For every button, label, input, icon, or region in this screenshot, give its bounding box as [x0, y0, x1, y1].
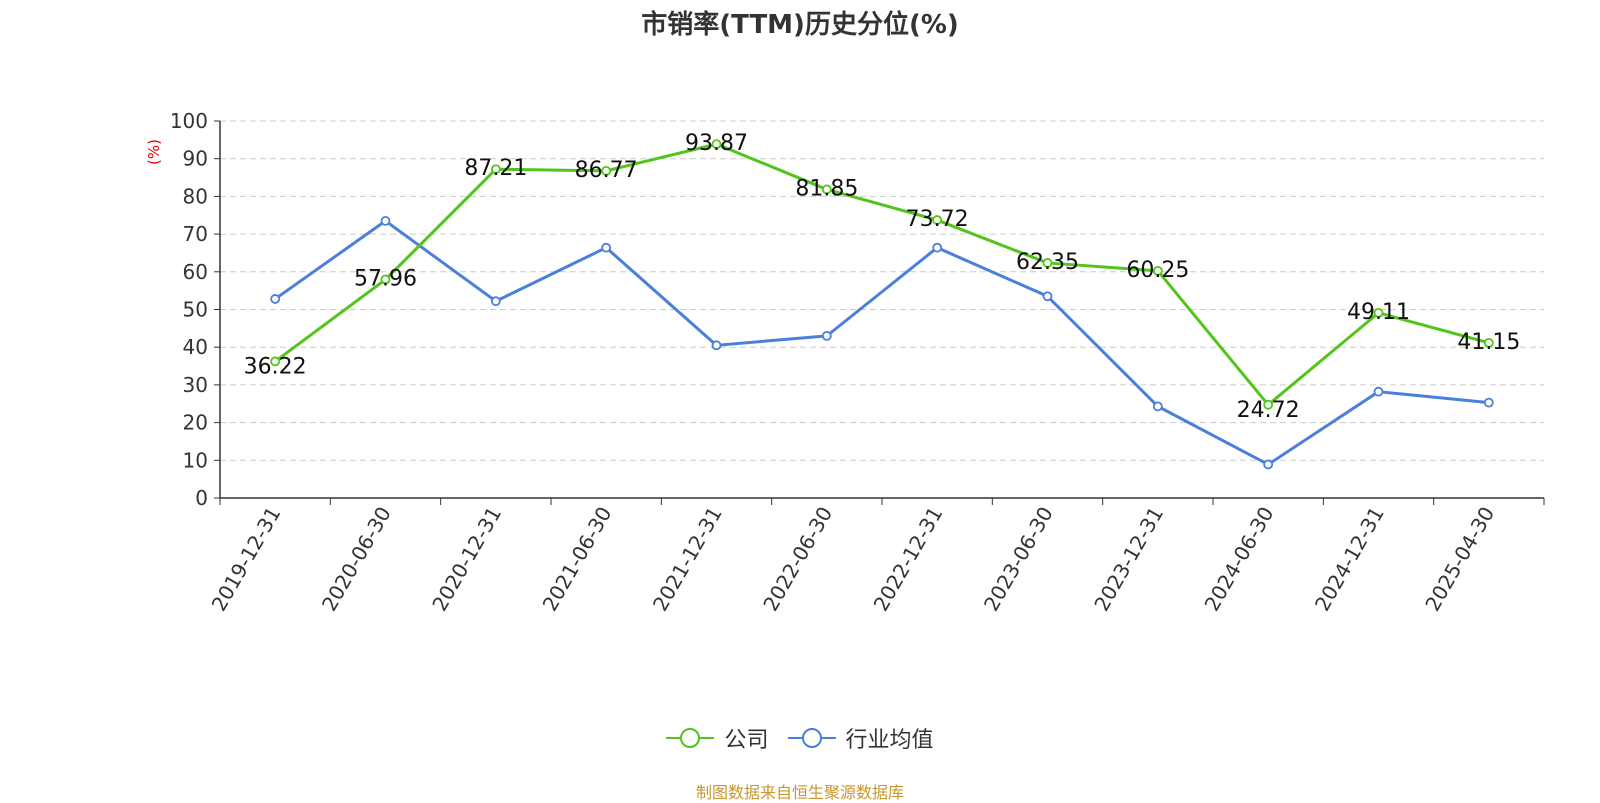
y-tick-label: 80: [183, 184, 208, 208]
series-1: [270, 216, 1494, 470]
data-label: 86.77: [575, 158, 638, 183]
data-label: 87.21: [464, 156, 527, 181]
data-point: [1042, 291, 1053, 302]
legend-item-industry-average[interactable]: 行业均值: [787, 722, 934, 754]
data-label: 57.96: [354, 266, 417, 291]
data-label: 24.72: [1237, 398, 1300, 423]
y-tick-label: 20: [183, 411, 208, 435]
data-label: 49.11: [1347, 300, 1410, 325]
data-point: [270, 294, 281, 304]
x-tick-label: 2023-06-30: [979, 503, 1058, 616]
y-tick-label: 30: [183, 373, 208, 397]
y-tick-label: 0: [195, 486, 208, 510]
y-tick-label: 100: [170, 109, 208, 133]
data-point: [1263, 459, 1274, 470]
data-label: 93.87: [685, 131, 748, 156]
data-point: [1483, 397, 1494, 408]
data-label: 62.35: [1016, 250, 1079, 275]
y-tick-label: 70: [183, 222, 208, 246]
y-tick-label: 10: [183, 448, 208, 472]
data-point: [1152, 265, 1163, 276]
data-point: [270, 356, 281, 367]
data-point: [711, 340, 722, 351]
y-tick-label: 60: [183, 260, 208, 284]
x-tick-label: 2024-12-31: [1310, 503, 1389, 616]
data-label: 81.85: [795, 176, 858, 201]
legend-item-company[interactable]: 公司: [666, 722, 769, 754]
x-tick-label: 2021-06-30: [538, 503, 617, 616]
data-point: [711, 139, 722, 150]
series-line: [274, 142, 1490, 407]
chart-title: 市销率(TTM)历史分位(%): [641, 10, 959, 40]
legend-label: 公司: [724, 728, 769, 753]
x-tick-label: 2025-04-30: [1420, 503, 1499, 616]
data-label: 36.22: [244, 354, 307, 379]
data-point: [821, 184, 832, 195]
data-point: [821, 330, 832, 341]
y-tick-label: 50: [183, 298, 208, 322]
x-tick-label: 2020-12-31: [427, 503, 506, 616]
x-tick-label: 2019-12-31: [207, 503, 286, 616]
y-tick-label: 40: [183, 335, 208, 359]
series-line: [274, 219, 1489, 466]
y-axis-label: (%): [145, 139, 163, 165]
data-label: 73.72: [906, 207, 969, 232]
x-tick-label: 2022-06-30: [758, 503, 837, 616]
data-point: [1263, 399, 1274, 410]
data-point: [1152, 401, 1163, 412]
data-point: [490, 164, 501, 175]
legend: 公司 行业均值: [0, 722, 1600, 756]
data-point: [932, 242, 943, 253]
data-point: [380, 216, 391, 226]
grid-lines: [220, 120, 1544, 461]
series-0: [270, 139, 1494, 410]
data-point: [490, 296, 501, 307]
x-tick-label: 2024-06-30: [1200, 503, 1279, 616]
x-tick-label: 2020-06-30: [317, 503, 396, 616]
x-tick-label: 2023-12-31: [1089, 503, 1168, 616]
y-tick-label: 90: [183, 147, 208, 171]
legend-line-circle-icon: [787, 728, 836, 748]
data-label: 60.25: [1126, 258, 1189, 283]
legend-line-circle-icon: [666, 728, 715, 748]
source-note: 制图数据来自恒生聚源数据库: [695, 783, 904, 802]
data-point: [932, 215, 943, 225]
x-tick-label: 2021-12-31: [648, 503, 727, 616]
data-point: [601, 242, 612, 253]
data-point: [1373, 307, 1384, 318]
data-point: [1042, 258, 1053, 268]
legend-label: 行业均值: [845, 728, 934, 753]
data-point: [1483, 337, 1494, 348]
data-point: [380, 274, 391, 285]
data-point: [601, 165, 612, 176]
x-tick-label: 2022-12-31: [869, 503, 948, 616]
data-point: [1373, 386, 1384, 397]
data-label: 41.15: [1457, 330, 1520, 355]
series-layer: 36.22 57.96 87.21 86.77 93.87 81.85 73.72 62.35…: [244, 131, 1520, 470]
